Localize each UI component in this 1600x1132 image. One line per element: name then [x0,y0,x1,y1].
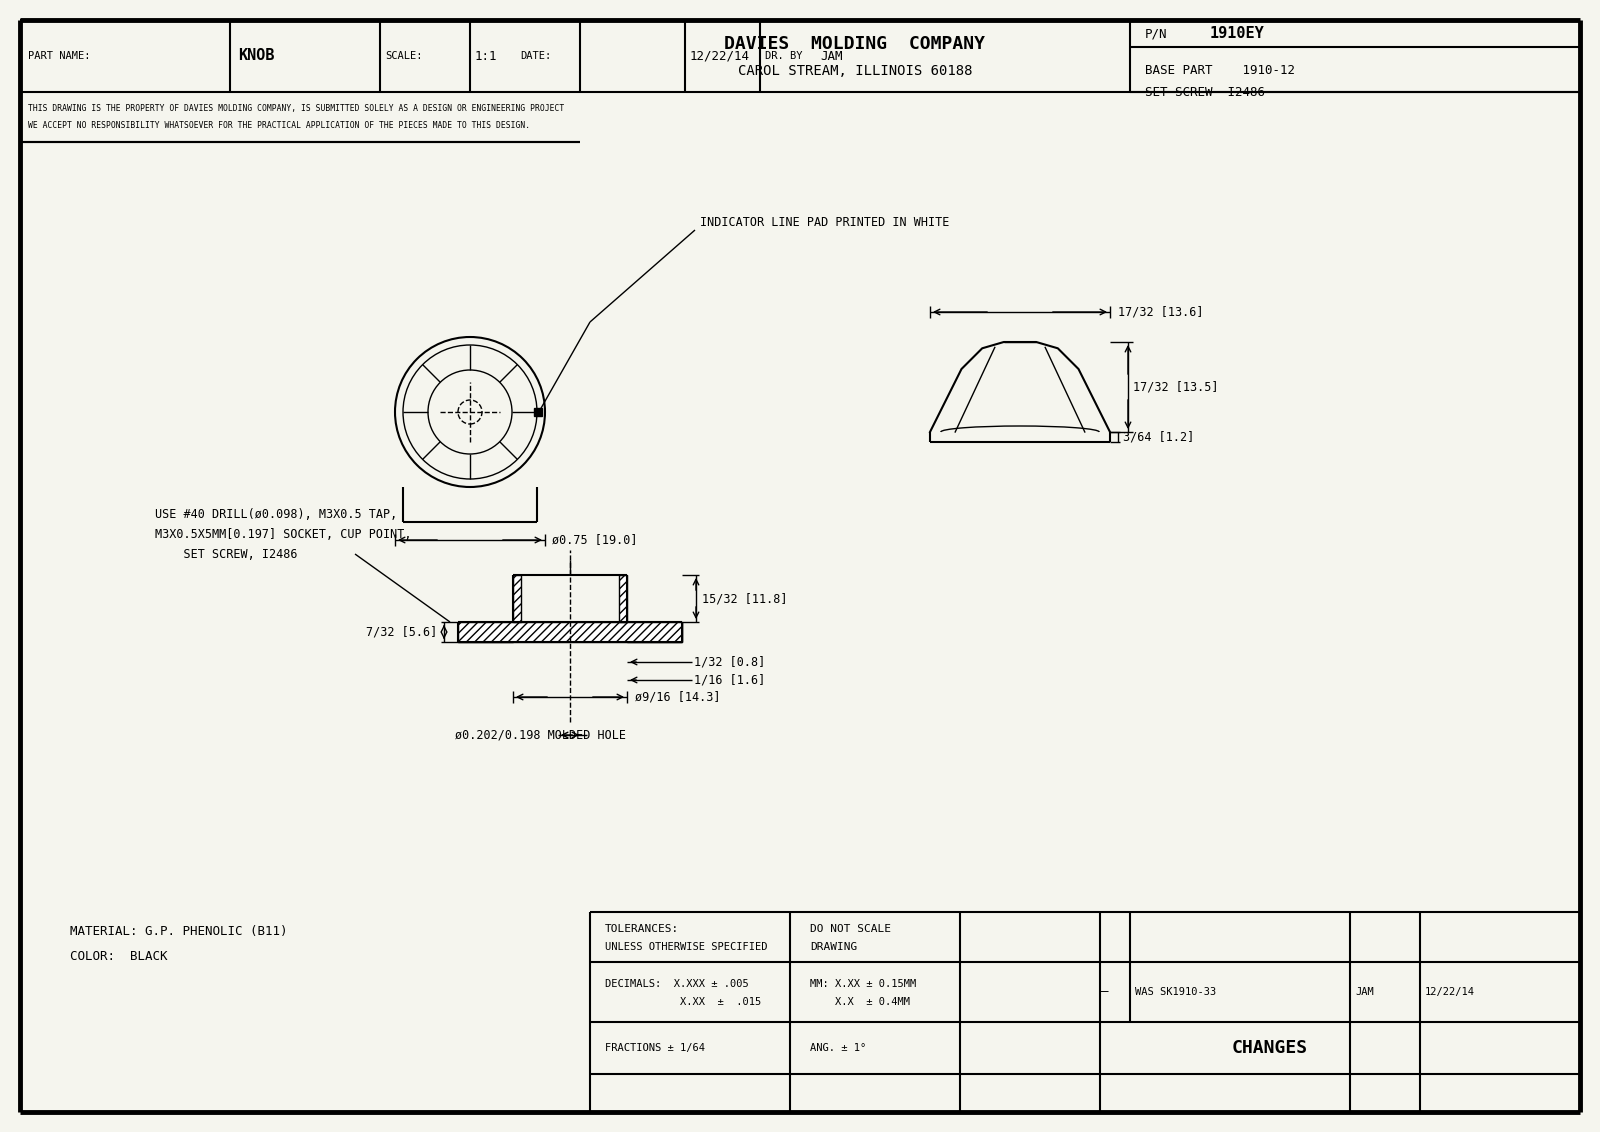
Text: 17/32 [13.5]: 17/32 [13.5] [1133,380,1219,394]
Text: 1/16 [1.6]: 1/16 [1.6] [694,674,765,686]
Text: X.X  ± 0.4MM: X.X ± 0.4MM [810,997,910,1007]
Text: 3/64 [1.2]: 3/64 [1.2] [1123,430,1194,444]
Text: M3X0.5X5MM[0.197] SOCKET, CUP POINT,: M3X0.5X5MM[0.197] SOCKET, CUP POINT, [155,528,411,540]
Bar [458,621,682,642]
Text: 15/32 [11.8]: 15/32 [11.8] [702,592,787,606]
Bar [619,575,627,621]
Text: –: – [1101,986,1109,998]
Text: FRACTIONS ± 1/64: FRACTIONS ± 1/64 [605,1043,706,1053]
Text: BASE PART    1910-12: BASE PART 1910-12 [1146,63,1294,77]
Text: 1910EY: 1910EY [1210,26,1264,42]
Text: THIS DRAWING IS THE PROPERTY OF DAVIES MOLDING COMPANY, IS SUBMITTED SOLELY AS A: THIS DRAWING IS THE PROPERTY OF DAVIES M… [29,104,565,113]
Text: 7/32 [5.6]: 7/32 [5.6] [366,626,437,638]
Text: DATE:: DATE: [520,51,552,61]
Text: UNLESS OTHERWISE SPECIFIED: UNLESS OTHERWISE SPECIFIED [605,942,768,952]
Text: PART NAME:: PART NAME: [29,51,91,61]
Text: ø9/16 [14.3]: ø9/16 [14.3] [635,691,720,703]
Text: P/N: P/N [1146,27,1168,41]
Text: 1/32 [0.8]: 1/32 [0.8] [694,655,765,669]
Text: 17/32 [13.6]: 17/32 [13.6] [1118,306,1203,318]
Text: COLOR:  BLACK: COLOR: BLACK [70,951,168,963]
Text: WAS SK1910-33: WAS SK1910-33 [1134,987,1216,997]
Bar [458,621,514,642]
Text: ø0.202/0.198 MOLDED HOLE: ø0.202/0.198 MOLDED HOLE [454,729,626,741]
Text: TOLERANCES:: TOLERANCES: [605,924,680,934]
Text: WE ACCEPT NO RESPONSIBILITY WHATSOEVER FOR THE PRACTICAL APPLICATION OF THE PIEC: WE ACCEPT NO RESPONSIBILITY WHATSOEVER F… [29,120,530,129]
Text: ANG. ± 1°: ANG. ± 1° [810,1043,866,1053]
Text: MM: X.XX ± 0.15MM: MM: X.XX ± 0.15MM [810,979,917,989]
Text: INDICATOR LINE PAD PRINTED IN WHITE: INDICATOR LINE PAD PRINTED IN WHITE [701,215,949,229]
Text: DRAWING: DRAWING [810,942,858,952]
Text: KNOB: KNOB [238,49,275,63]
Text: JAM: JAM [819,50,843,62]
Text: CHANGES: CHANGES [1232,1039,1309,1057]
Text: DR. BY: DR. BY [765,51,803,61]
Text: SET SCREW, I2486: SET SCREW, I2486 [155,548,298,560]
Text: DECIMALS:  X.XXX ± .005: DECIMALS: X.XXX ± .005 [605,979,749,989]
Text: MATERIAL: G.P. PHENOLIC (B11): MATERIAL: G.P. PHENOLIC (B11) [70,926,288,938]
Text: JAM: JAM [1355,987,1374,997]
Bar [534,408,542,415]
Text: SCALE:: SCALE: [386,51,422,61]
Text: DAVIES  MOLDING  COMPANY: DAVIES MOLDING COMPANY [725,35,986,53]
Text: SET SCREW  I2486: SET SCREW I2486 [1146,86,1266,98]
Text: ø0.75 [19.0]: ø0.75 [19.0] [552,533,637,547]
Bar [514,575,522,621]
Text: CAROL STREAM, ILLINOIS 60188: CAROL STREAM, ILLINOIS 60188 [738,65,973,78]
Text: 12/22/14: 12/22/14 [1426,987,1475,997]
Text: 1:1: 1:1 [475,50,498,62]
Text: 12/22/14: 12/22/14 [690,50,750,62]
Text: DO NOT SCALE: DO NOT SCALE [810,924,891,934]
Text: X.XX  ±  .015: X.XX ± .015 [605,997,762,1007]
Bar [627,621,682,642]
Text: USE #40 DRILL(ø0.098), M3X0.5 TAP,: USE #40 DRILL(ø0.098), M3X0.5 TAP, [155,507,397,521]
